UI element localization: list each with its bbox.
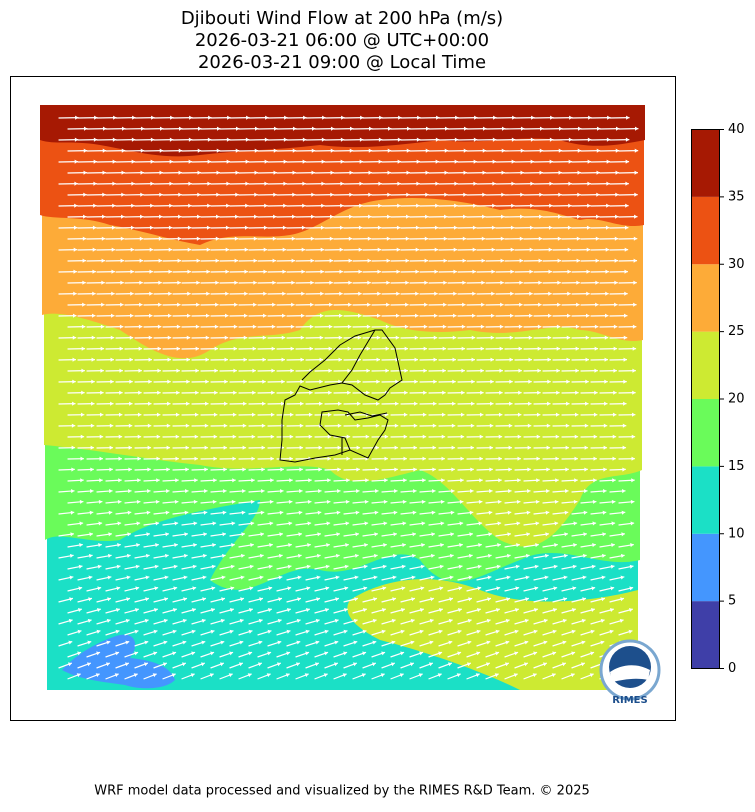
colorbar-tick-label: 35 [728,189,745,204]
colorbar-tick-label: 15 [728,459,745,474]
colorbar-segment [692,466,720,533]
title-line: Djibouti Wind Flow at 200 hPa (m/s) [181,8,503,29]
colorbar-segment [692,332,720,399]
colorbar-segment [692,399,720,466]
colorbar-segment [692,601,720,668]
colorbar-tick-label: 0 [728,661,736,676]
colorbar-tick-label: 25 [728,324,745,339]
footer: WRF model data processed and visualized … [94,784,590,799]
logo: RIMES [601,641,659,706]
colorbar: 0 5 10 15 20 25 30 35 40 [692,122,745,676]
colorbar-tick-label: 30 [728,257,745,272]
logo-text: RIMES [612,695,647,706]
colorbar-tick-label: 5 [728,594,736,609]
title-line: 2026-03-21 06:00 @ UTC+00:00 [195,30,489,51]
colorbar-tick-label: 10 [728,526,745,541]
colorbar-segment [692,197,720,264]
colorbar-tick-label: 40 [728,122,745,137]
colorbar-segment [692,130,720,197]
colorbar-segment [692,264,720,331]
colorbar-tick-label: 20 [728,392,745,407]
colorbar-segment [692,534,720,601]
wind-speed-fill [40,105,645,690]
title-line: 2026-03-21 09:00 @ Local Time [198,52,486,73]
